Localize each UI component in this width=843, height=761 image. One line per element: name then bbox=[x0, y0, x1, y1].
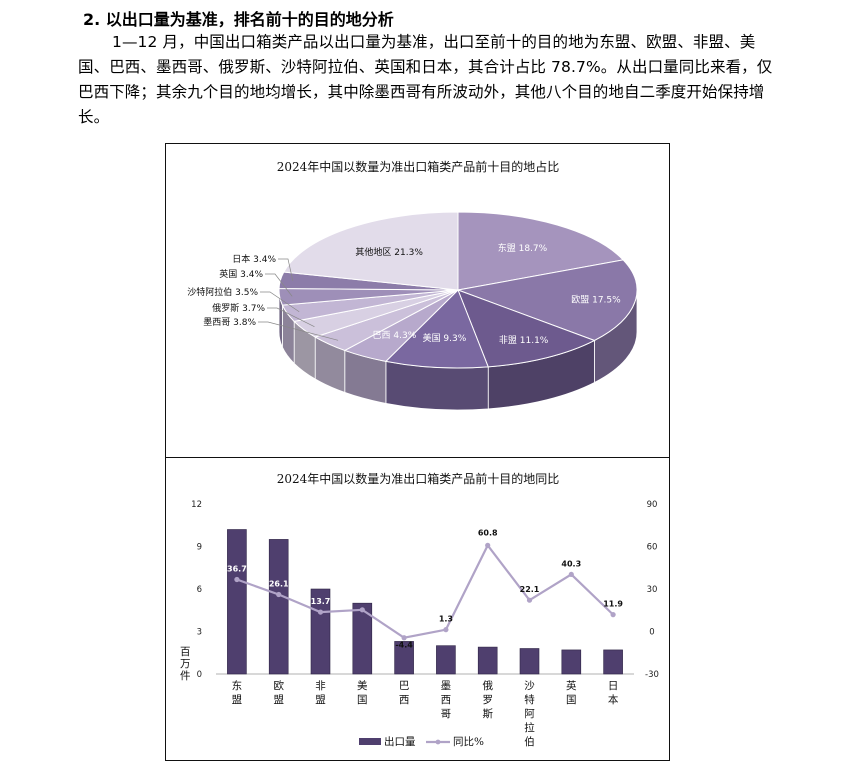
yoy-label-8: 40.3 bbox=[561, 559, 581, 568]
bar-chart-panel: 2024年中国以数量为准出口箱类产品前十目的地同比 0 3 6 9 12 -30 0 30 60… bbox=[165, 457, 670, 761]
yoy-label-1: 26.1 bbox=[269, 580, 289, 589]
yoy-point-3 bbox=[359, 607, 365, 613]
pie-leader-9 bbox=[278, 258, 294, 281]
yoy-label-5: 1.3 bbox=[439, 615, 453, 624]
yoy-point-5 bbox=[443, 627, 449, 633]
y-right-tick: 0 bbox=[649, 628, 654, 638]
yoy-point-2 bbox=[317, 609, 324, 615]
yoy-point-7 bbox=[526, 597, 533, 603]
legend-swatch-bar bbox=[359, 738, 381, 745]
pie-label-2: 非盟 11.1% bbox=[499, 334, 549, 346]
yoy-point-4 bbox=[401, 635, 407, 641]
category-label-4: 巴西 bbox=[399, 680, 410, 706]
y-left-tick: 12 bbox=[191, 500, 202, 510]
yoy-point-9 bbox=[610, 612, 616, 618]
category-label-9: 日本 bbox=[608, 680, 619, 706]
bar-6 bbox=[477, 646, 498, 675]
pie-slice-3 bbox=[384, 289, 489, 369]
pie-chart-panel: 2024年中国以数量为准出口箱类产品前十目的地占比 东盟 18.7% 欧盟 17.… bbox=[165, 143, 670, 458]
bar-4 bbox=[394, 641, 414, 675]
yoy-label-0: 36.7 bbox=[227, 565, 247, 574]
yoy-point-1 bbox=[276, 591, 282, 598]
y-axis-label: 百万件 bbox=[180, 646, 191, 682]
category-label-2: 非盟 bbox=[315, 680, 326, 706]
category-label-6: 俄罗斯 bbox=[482, 680, 493, 720]
pie-label-10: 其他地区 21.3% bbox=[355, 246, 423, 258]
pie-slice-10 bbox=[283, 211, 459, 291]
pie-labels: 东盟 18.7% 欧盟 17.5% 非盟 11.1% 美国 9.3% 巴西 4.3% 墨西… bbox=[187, 242, 621, 346]
bar-line-chart: 2024年中国以数量为准出口箱类产品前十目的地同比 0 3 6 9 12 -30 0 30 60… bbox=[180, 471, 659, 748]
pie-label-5: 墨西哥 3.8% bbox=[203, 317, 256, 328]
category-label-1: 欧盟 bbox=[273, 680, 284, 706]
legend-label-line: 同比% bbox=[453, 735, 484, 748]
pie-leader-7 bbox=[260, 291, 300, 313]
pie-slice-1 bbox=[456, 259, 638, 342]
y-left-tick: 3 bbox=[197, 628, 202, 638]
bar-chart-title: 2024年中国以数量为准出口箱类产品前十目的地同比 bbox=[277, 471, 560, 486]
pie-label-8: 英国 3.4% bbox=[219, 268, 263, 280]
pie-leader-5 bbox=[258, 321, 339, 341]
yoy-label-4: -4.4 bbox=[395, 641, 413, 650]
bar-1 bbox=[268, 539, 289, 675]
yoy-label-7: 22.1 bbox=[520, 585, 540, 594]
pie-label-4: 巴西 4.3% bbox=[373, 330, 417, 341]
bar-0 bbox=[227, 529, 247, 675]
y-left-tick: 9 bbox=[197, 543, 202, 553]
y-right-tick: 30 bbox=[647, 585, 658, 595]
y-right-tick: -30 bbox=[645, 670, 659, 680]
pie-leader-8 bbox=[265, 273, 293, 297]
yoy-point-8 bbox=[568, 571, 574, 578]
pie-label-7: 沙特阿拉伯 3.5% bbox=[187, 286, 258, 298]
category-label-0: 东盟 bbox=[232, 679, 243, 706]
bar-8 bbox=[561, 649, 582, 675]
analysis-paragraph: 1—12 月，中国出口箱类产品以出口量为基准，出口至前十的目的地为东盟、欧盟、非… bbox=[78, 33, 773, 126]
pie-leader-6 bbox=[267, 307, 315, 328]
yoy-label-9: 11.9 bbox=[603, 600, 623, 609]
yoy-label-2: 13.7 bbox=[311, 597, 331, 606]
pie-chart: 2024年中国以数量为准出口箱类产品前十目的地占比 东盟 18.7% 欧盟 17.… bbox=[187, 159, 638, 411]
yoy-line bbox=[236, 543, 614, 639]
category-label-8: 英国 bbox=[566, 679, 577, 706]
y-left-tick: 0 bbox=[197, 670, 202, 680]
pie-side-3 bbox=[385, 360, 489, 411]
bar-3 bbox=[352, 602, 373, 675]
pie-top bbox=[278, 211, 638, 369]
pie-label-0: 东盟 18.7% bbox=[498, 242, 548, 254]
pie-label-9: 日本 3.4% bbox=[232, 253, 276, 265]
y-left-tick: 6 bbox=[197, 585, 202, 595]
legend-label-bar: 出口量 bbox=[384, 735, 416, 748]
category-label-3: 美国 bbox=[357, 679, 368, 706]
yoy-point-0 bbox=[234, 576, 240, 583]
section-heading: 2. 以出口量为基准，排名前十的目的地分析 bbox=[83, 10, 394, 29]
legend: 出口量 同比% bbox=[359, 735, 484, 748]
pie-label-3: 美国 9.3% bbox=[423, 332, 467, 344]
pie-slice-0 bbox=[457, 211, 625, 291]
y-right-tick: 60 bbox=[647, 543, 658, 553]
y-right-tick: 90 bbox=[647, 500, 658, 510]
pie-chart-title: 2024年中国以数量为准出口箱类产品前十目的地占比 bbox=[277, 159, 560, 174]
pie-label-1: 欧盟 17.5% bbox=[571, 293, 621, 305]
pie-side-walls bbox=[278, 289, 638, 411]
category-label-5: 墨西哥 bbox=[441, 680, 452, 720]
bar-5 bbox=[436, 645, 456, 675]
bar-7 bbox=[519, 648, 540, 675]
yoy-point-6 bbox=[485, 542, 491, 548]
pie-slice-2 bbox=[457, 289, 596, 368]
yoy-label-3: 15.3 bbox=[352, 595, 372, 604]
bar-9 bbox=[603, 649, 623, 675]
pie-label-6: 俄罗斯 3.7% bbox=[212, 302, 265, 314]
yoy-label-6: 60.8 bbox=[478, 528, 498, 537]
category-label-7: 沙特阿拉伯 bbox=[524, 680, 535, 748]
